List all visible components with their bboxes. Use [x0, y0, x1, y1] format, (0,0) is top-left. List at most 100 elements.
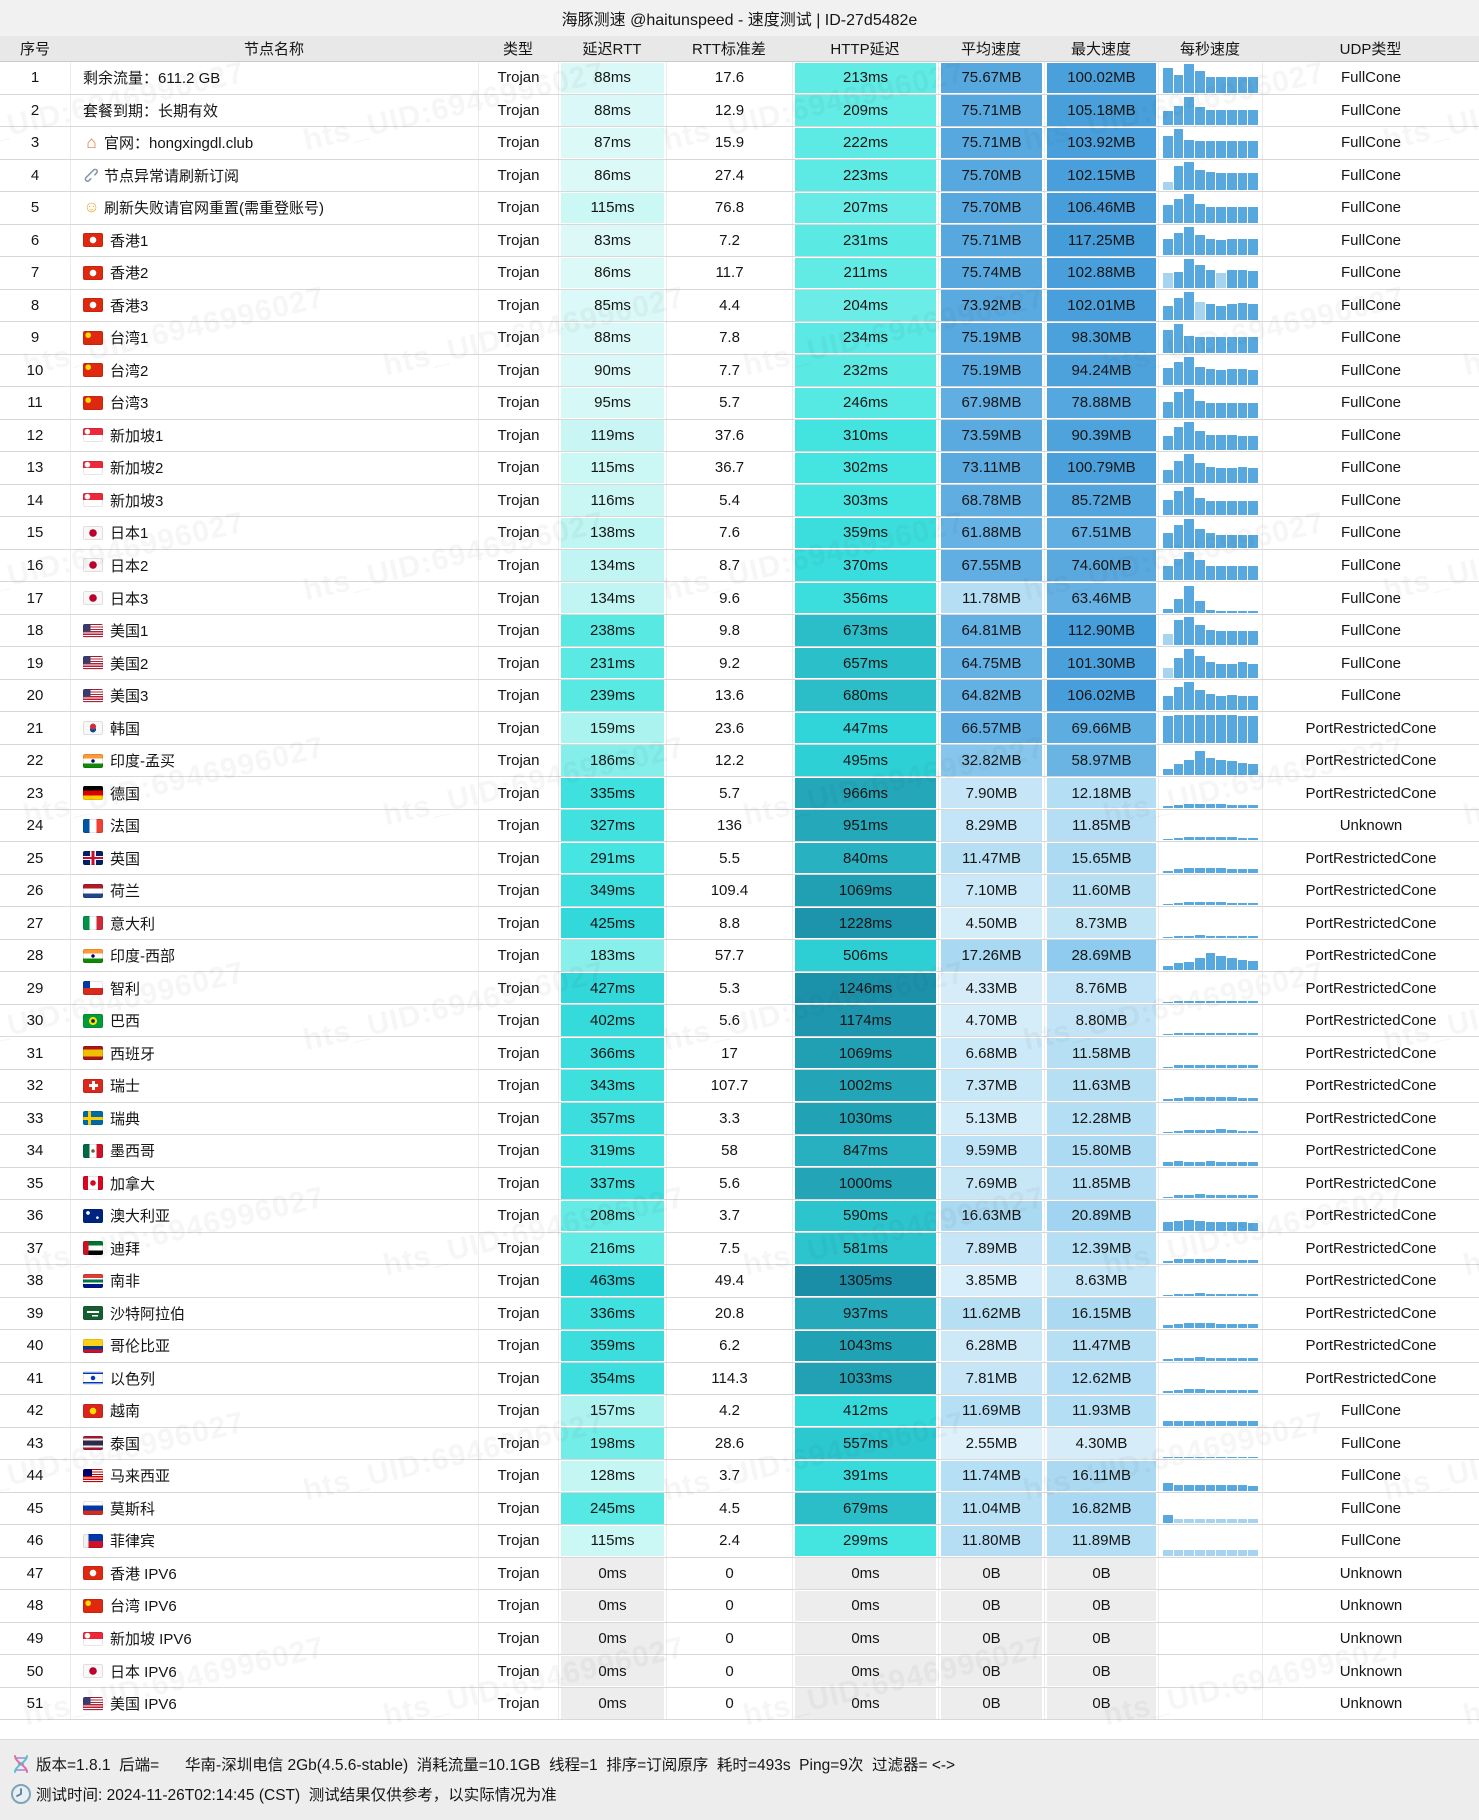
cell-rtt: 85ms: [558, 289, 666, 322]
cell-rtt-value: 87ms: [594, 134, 631, 152]
histogram-bar: [1227, 1485, 1237, 1491]
flag-za-icon: [83, 1273, 103, 1288]
cell-rtt-value: 319ms: [589, 1142, 636, 1160]
cell-http-latency-fill: [795, 1558, 936, 1589]
cell-index: 42: [26, 1402, 44, 1420]
histogram-bar: [1184, 804, 1195, 808]
footer-line-2: 测试时间: 2024-11-26T02:14:45 (CST) 测试结果仅供参考…: [10, 1779, 1479, 1809]
histogram-bar: [1195, 264, 1205, 288]
histogram-bar: [1205, 434, 1216, 451]
cell-index: 40: [26, 1337, 44, 1355]
flag-cn-icon: [83, 363, 103, 378]
cell-rtt-std: 5.3: [666, 972, 792, 1004]
histogram-bar: [1173, 686, 1184, 711]
histogram-bar: [1173, 1160, 1184, 1166]
cell-rtt-std: 0: [666, 1557, 792, 1590]
cell-http-latency-value: 937ms: [842, 1304, 889, 1322]
cell-max-speed-value: 8.63MB: [1075, 1272, 1128, 1290]
cell-rtt: 291ms: [558, 842, 666, 874]
cell-max-speed: 102.15MB: [1044, 159, 1158, 192]
cell-udp-type: PortRestrictedCone: [1262, 842, 1479, 874]
cell-avg-speed-fill: [941, 1037, 1042, 1069]
histogram-bar: [1184, 681, 1195, 711]
cell-max-speed-fill: [1047, 192, 1156, 224]
histogram-bar: [1205, 1033, 1216, 1036]
node-name-label: 美国1: [110, 623, 149, 641]
histogram-bar: [1184, 902, 1195, 906]
cell-max-speed-fill: [1047, 680, 1156, 711]
cell-avg-speed: 75.19MB: [938, 354, 1044, 387]
table-row: 41 以色列 Trojan 354ms 114.3 1033ms 7.81MB 12.62MB…: [0, 1362, 1479, 1396]
cell-avg-speed-fill: [941, 1428, 1042, 1459]
cell-index: 8: [30, 296, 40, 314]
cell-rtt-value: 138ms: [589, 524, 636, 542]
table-row: 44 马来西亚 Trojan 128ms 3.7 391ms 11.74MB 16.11MB F…: [0, 1460, 1479, 1493]
histogram-bar: [1227, 1550, 1237, 1556]
cell-node-name: 新加坡1: [70, 419, 478, 452]
cell-http-latency-value: 847ms: [842, 1142, 889, 1160]
table-row: 46 菲律宾 Trojan 115ms 2.4 299ms 11.80MB 11.89MB Fu…: [0, 1525, 1479, 1558]
cell-http-latency-value: 412ms: [842, 1402, 889, 1420]
cell-avg-speed-value: 7.10MB: [965, 882, 1018, 900]
histogram-bar: [1248, 763, 1259, 776]
cell-max-speed-fill: [1047, 1135, 1156, 1167]
cell-max-speed-value: 0B: [1092, 1630, 1111, 1647]
histogram-bar: [1173, 1294, 1184, 1296]
cell-udp-type: FullCone: [1262, 1525, 1479, 1557]
cell-avg-speed: 7.10MB: [938, 874, 1044, 907]
histogram-bar: [1184, 1357, 1195, 1361]
speed-histogram: [1163, 779, 1259, 808]
cell-http-latency-value: 680ms: [842, 687, 889, 705]
histogram-bar: [1216, 1097, 1227, 1101]
cell-http-latency-value: 211ms: [843, 264, 888, 282]
cell-rtt: 354ms: [558, 1362, 666, 1395]
cell-max-speed: 12.18MB: [1044, 777, 1158, 809]
histogram-bar: [1237, 1222, 1248, 1231]
cell-avg-speed-fill: [941, 1265, 1042, 1297]
speed-histogram: [1163, 909, 1259, 938]
cell-max-speed-value: 8.76MB: [1075, 979, 1128, 997]
histogram-bar: [1237, 902, 1248, 906]
cell-speed-chart: [1158, 712, 1262, 744]
cell-http-latency-value: 0ms: [851, 1695, 880, 1713]
cell-udp-type: FullCone: [1262, 159, 1479, 192]
cell-type: Trojan: [478, 972, 558, 1004]
cell-http-latency-value: 310ms: [842, 426, 889, 444]
cell-avg-speed-value: 61.88MB: [961, 524, 1022, 542]
cell-type: Trojan: [478, 289, 558, 322]
speed-histogram: [1163, 129, 1259, 158]
node-name-label: 新加坡2: [110, 460, 164, 478]
cell-index: 29: [26, 979, 44, 997]
cell-avg-speed: 11.80MB: [938, 1525, 1044, 1557]
cell-node-name: 新加坡2: [70, 452, 478, 484]
cell-type: Trojan: [478, 484, 558, 517]
cell-http-latency: 211ms: [792, 257, 938, 289]
cell-rtt: 119ms: [558, 419, 666, 452]
cell-max-speed-value: 100.02MB: [1067, 69, 1136, 87]
cell-max-speed-fill: [1047, 95, 1156, 126]
cell-rtt-value: 86ms: [594, 166, 631, 184]
cell-rtt-value: 238ms: [589, 622, 636, 640]
cell-udp-type: FullCone: [1262, 257, 1479, 289]
cell-index: 35: [26, 1174, 44, 1192]
node-name-label: 马来西亚: [110, 1468, 171, 1486]
histogram-bar: [1205, 1550, 1216, 1556]
cell-rtt: 87ms: [558, 127, 666, 159]
histogram-bar: [1173, 837, 1184, 841]
cell-speed-chart: [1158, 1004, 1262, 1037]
histogram-bar: [1248, 1097, 1259, 1101]
histogram-bar: [1227, 837, 1237, 841]
cell-rtt-std: 0: [666, 1655, 792, 1687]
node-name-label: 台湾3: [110, 395, 149, 413]
cell-http-latency: 223ms: [792, 159, 938, 192]
cell-http-latency-fill: [795, 160, 936, 191]
histogram-bar: [1163, 566, 1173, 581]
cell-max-speed-value: 58.97MB: [1071, 752, 1132, 770]
histogram-bar: [1216, 240, 1227, 256]
cell-rtt-fill: [561, 517, 664, 549]
cell-rtt-fill: [561, 257, 664, 289]
cell-rtt-std: 0: [666, 1622, 792, 1655]
histogram-bar: [1237, 959, 1248, 971]
cell-speed-chart: [1158, 1395, 1262, 1427]
cell-http-latency: 234ms: [792, 322, 938, 354]
